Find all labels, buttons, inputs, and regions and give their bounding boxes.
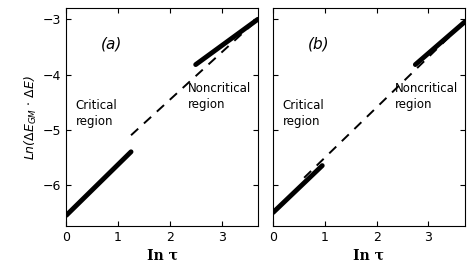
Y-axis label: Ln($\Delta E_{GM}$ $\cdot$ $\Delta E$): Ln($\Delta E_{GM}$ $\cdot$ $\Delta E$) [23,75,39,160]
Text: (a): (a) [101,37,122,52]
Text: Noncritical
region: Noncritical region [188,82,251,111]
Text: Noncritical
region: Noncritical region [395,82,458,111]
Text: (b): (b) [308,37,329,52]
X-axis label: In τ: In τ [146,248,178,262]
X-axis label: In τ: In τ [353,248,384,262]
Text: Critical
region: Critical region [283,99,324,128]
Text: Critical
region: Critical region [76,99,118,128]
